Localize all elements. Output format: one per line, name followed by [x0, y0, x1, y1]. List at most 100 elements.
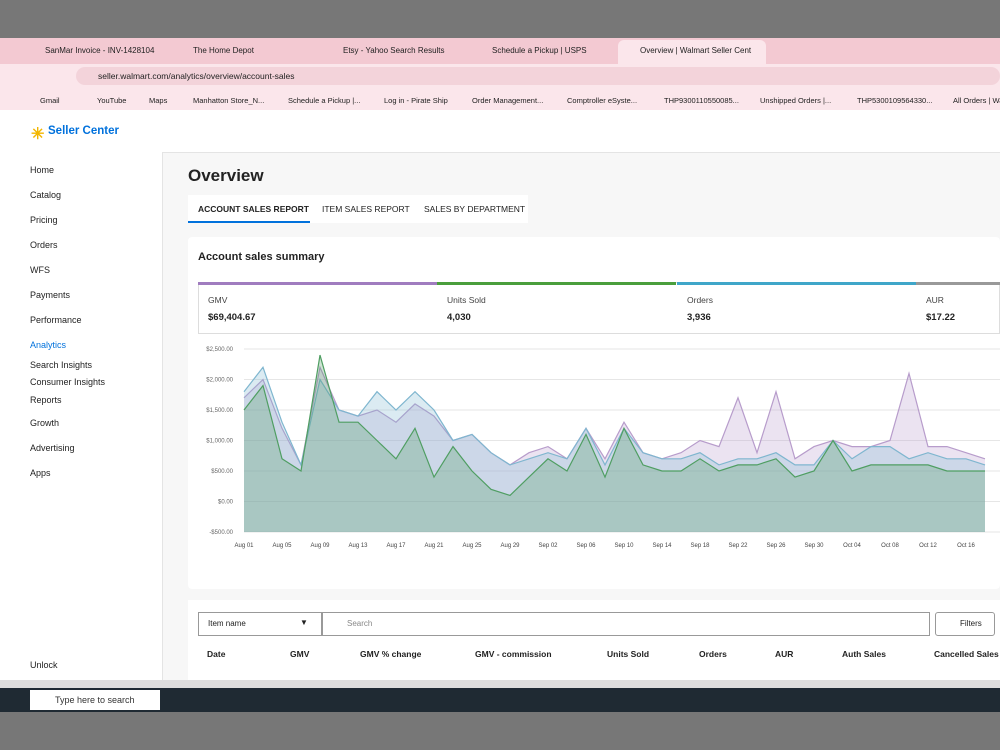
- search-box[interactable]: [322, 612, 930, 636]
- column-header[interactable]: Orders: [699, 649, 727, 659]
- nav-item[interactable]: Performance: [30, 315, 82, 325]
- metric-bar: [198, 282, 437, 285]
- nav-item[interactable]: Growth: [30, 418, 60, 428]
- x-tick-label: Sep 06: [576, 543, 596, 549]
- area-fill: [244, 367, 985, 532]
- bookmark[interactable]: Order Management...: [472, 96, 544, 105]
- bookmark[interactable]: Gmail: [40, 96, 60, 105]
- subnav-item[interactable]: Consumer Insights: [30, 377, 106, 387]
- browser-tab[interactable]: Etsy - Yahoo Search Results: [343, 46, 445, 55]
- nav-item[interactable]: Home: [30, 165, 55, 175]
- taskbar-search-text: Type here to search: [55, 695, 135, 705]
- x-tick-label: Aug 05: [272, 543, 292, 549]
- bookmark[interactable]: THP5300109564330...: [857, 96, 933, 105]
- x-tick-label: Aug 25: [462, 543, 482, 549]
- x-tick-label: Sep 02: [538, 543, 558, 549]
- column-header[interactable]: Auth Sales: [842, 649, 886, 659]
- bookmark[interactable]: All Orders | Wa: [953, 96, 1000, 105]
- dropdown-arrow: ▼: [300, 618, 308, 627]
- x-tick-label: Sep 18: [690, 543, 710, 549]
- browser-tab[interactable]: The Home Depot: [193, 46, 254, 55]
- subnav-item[interactable]: Reports: [30, 395, 62, 405]
- column-header[interactable]: Cancelled Sales: [934, 649, 999, 659]
- area-line: [243, 365, 986, 467]
- item-dropdown[interactable]: [198, 612, 322, 636]
- filters-label: Filters: [960, 619, 982, 628]
- bookmark[interactable]: Manhatton Store_N...: [193, 96, 265, 105]
- y-tick-label: $1,500.00: [206, 408, 233, 414]
- report-tab[interactable]: SALES BY DEPARTMENT: [424, 204, 526, 214]
- x-tick-label: Sep 26: [766, 543, 786, 549]
- filters-button[interactable]: [935, 612, 995, 636]
- browser-tab[interactable]: Overview | Walmart Seller Cent: [640, 46, 752, 55]
- sales-chart: -$500.00 $0.00 $500.00 $1,000.00 $1,500.00 $2…: [206, 347, 1000, 549]
- bottom-margin: [0, 712, 1000, 750]
- x-tick-label: Aug 17: [386, 543, 406, 549]
- column-header[interactable]: GMV - commission: [475, 649, 552, 659]
- area-fill: [244, 367, 985, 532]
- nav-item[interactable]: Payments: [30, 290, 71, 300]
- table-card: [188, 600, 1000, 680]
- nav-item[interactable]: Analytics: [30, 340, 67, 350]
- report-tab[interactable]: ACCOUNT SALES REPORT: [198, 204, 309, 214]
- bookmark[interactable]: THP9300110550085...: [664, 96, 739, 105]
- x-tick-label: Sep 22: [728, 543, 748, 549]
- nav-item[interactable]: Apps: [30, 468, 51, 478]
- dropdown-label: Item name: [208, 619, 246, 628]
- bookmark[interactable]: Schedule a Pickup |...: [288, 96, 361, 105]
- column-header[interactable]: GMV % change: [360, 649, 422, 659]
- metric-value: $69,404.67: [208, 312, 256, 323]
- metrics-box: [198, 282, 1000, 334]
- page-title: Overview: [188, 166, 264, 185]
- address-bar[interactable]: [76, 67, 1000, 85]
- spark-logo: ✳: [31, 126, 45, 143]
- column-header[interactable]: Date: [207, 649, 226, 659]
- y-tick-label: $500.00: [211, 469, 233, 475]
- nav-item[interactable]: Orders: [30, 240, 58, 250]
- scrollbar: [0, 680, 1000, 688]
- y-tick-label: $0.00: [218, 500, 234, 506]
- y-tick-label: $1,000.00: [206, 439, 233, 445]
- x-tick-label: Oct 04: [843, 543, 861, 549]
- x-tick-label: Sep 30: [804, 543, 824, 549]
- metric-value: $17.22: [926, 312, 956, 323]
- area-fill: [244, 355, 985, 532]
- metric-value: 3,936: [687, 312, 711, 323]
- y-tick-label: -$500.00: [209, 530, 233, 536]
- bookmark[interactable]: Maps: [149, 96, 168, 105]
- x-tick-label: Oct 16: [957, 543, 975, 549]
- metric-label: Orders: [687, 295, 713, 305]
- browser-tab[interactable]: Schedule a Pickup | USPS: [492, 46, 587, 55]
- x-tick-label: Oct 08: [881, 543, 899, 549]
- column-header[interactable]: AUR: [775, 649, 794, 659]
- subnav-item[interactable]: Search Insights: [30, 360, 93, 370]
- nav-item[interactable]: WFS: [30, 265, 50, 275]
- x-tick-label: Sep 10: [614, 543, 634, 549]
- x-tick-label: Sep 14: [652, 543, 672, 549]
- column-header[interactable]: GMV: [290, 649, 310, 659]
- metric-label: Units Sold: [447, 295, 486, 305]
- bookmark[interactable]: Unshipped Orders |...: [760, 96, 832, 105]
- unlock[interactable]: Unlock: [30, 660, 58, 670]
- tab-underline: [188, 221, 310, 223]
- metric-bar: [677, 282, 916, 285]
- y-tick-label: $2,000.00: [206, 378, 233, 384]
- x-tick-label: Aug 13: [348, 543, 368, 549]
- nav-item[interactable]: Catalog: [30, 190, 62, 200]
- taskbar-search[interactable]: [30, 690, 160, 710]
- nav-item[interactable]: Advertising: [30, 443, 75, 453]
- active-tab: [618, 40, 766, 64]
- bookmark[interactable]: YouTube: [97, 96, 127, 105]
- column-header[interactable]: Units Sold: [607, 649, 650, 659]
- browser-tab[interactable]: SanMar Invoice - INV-1428104: [45, 46, 155, 55]
- bookmark[interactable]: Comptroller eSyste...: [567, 96, 638, 105]
- nav-item[interactable]: Pricing: [30, 215, 58, 225]
- report-tab[interactable]: ITEM SALES REPORT: [322, 204, 410, 214]
- taskbar: [0, 688, 1000, 712]
- bookmark[interactable]: Log in - Pirate Ship: [384, 96, 448, 105]
- brand: Seller Center: [48, 125, 119, 137]
- metric-value: 4,030: [447, 312, 471, 323]
- metric-bar: [437, 282, 676, 285]
- y-tick-label: $2,500.00: [206, 347, 233, 353]
